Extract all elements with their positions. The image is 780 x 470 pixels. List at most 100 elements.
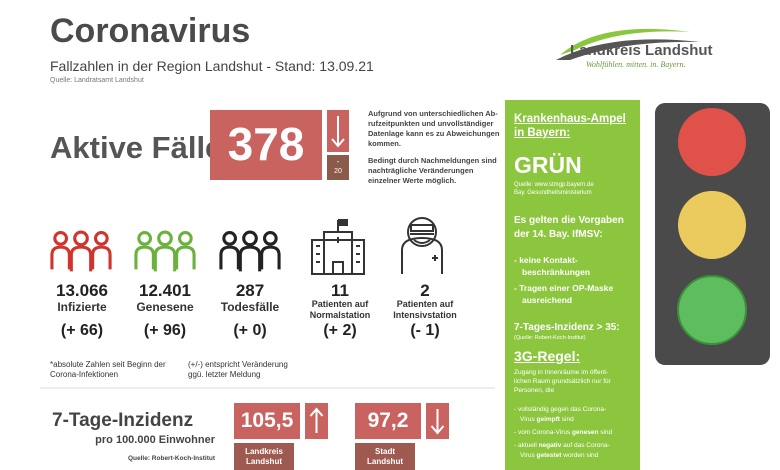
panel-heading: in Bayern:	[514, 127, 571, 139]
arrow-shape	[309, 407, 324, 433]
icon-icu	[401, 217, 443, 274]
box	[305, 403, 328, 439]
footnote: *absolute Zahlen seit Beginn der	[50, 360, 166, 369]
condition-text: worden sind	[561, 452, 599, 459]
stat-label: Genesene	[136, 300, 194, 314]
note: kommen.	[368, 139, 401, 148]
active-value: 378	[227, 118, 305, 170]
trend-arrow	[430, 409, 445, 435]
condition-emphasis: geimpft	[536, 416, 560, 423]
logo-slogan: Wohlfühlen. mitten. in. Bayern.	[586, 60, 686, 69]
subtitle: Fallzahlen in der Region Landshut - Stan…	[50, 58, 374, 74]
change-value: 20	[334, 168, 342, 175]
condition-text: auf das Corona-	[561, 442, 610, 449]
condition-text: - vollständig gegen das Corona-	[514, 406, 607, 413]
incidence-value: 105,5	[240, 409, 294, 432]
condition-text: - vom Corona-Virus	[514, 429, 573, 436]
footnote: ggü. letzter Meldung	[188, 370, 261, 379]
box	[327, 155, 349, 180]
region-name: Stadt	[375, 447, 395, 456]
rule: - keine Kontakt-	[514, 255, 578, 265]
region-name: Landshut	[246, 457, 282, 466]
title: Coronavirus	[50, 12, 251, 50]
stat-label: Infizierte	[57, 300, 107, 314]
light-red	[678, 108, 746, 176]
rules-heading: der 14. Bay. IfMSV:	[514, 229, 603, 240]
condition-emphasis: genesen	[572, 429, 599, 436]
stat-label: Normalstation	[309, 310, 371, 320]
source: Quelle: Landratsamt Landshut	[50, 77, 144, 84]
light-yellow	[678, 191, 746, 259]
stat-value: 13.066	[56, 281, 108, 300]
condition-text: Virus	[520, 416, 537, 423]
box	[234, 443, 294, 470]
rule: - Tragen einer OP-Maske	[514, 283, 614, 293]
panel-source: Bay. Gesundheitsministerium	[514, 190, 592, 196]
note: rufzeitpunkten und unvollständiger	[368, 119, 494, 128]
threshold: 7-Tages-Inzidenz > 35:	[514, 322, 620, 333]
note: nachträgliche Veränderungen	[368, 166, 474, 175]
icon-infected	[50, 230, 112, 273]
trend-arrow	[309, 407, 324, 433]
box	[210, 110, 322, 180]
stat-label: Patienten auf	[311, 299, 369, 309]
note: Bedingt durch Nachmeldungen sind	[368, 156, 497, 165]
incidence-value: 97,2	[367, 409, 409, 432]
incidence-subtitle: pro 100.000 Einwohner	[95, 434, 215, 446]
logo-name: Landkreis Landshut	[570, 42, 713, 59]
condition-text: - aktuell	[514, 442, 539, 449]
region-name: Landshut	[367, 457, 403, 466]
logo-swoosh	[556, 28, 700, 60]
arrow-shape	[430, 409, 445, 435]
footnote: Corona-Infektionen	[50, 370, 119, 379]
box	[234, 403, 300, 439]
condition-line: Virus geimpft sind	[520, 416, 574, 423]
condition-text: sind	[598, 429, 613, 436]
icon-recovered	[134, 230, 196, 273]
light-green	[677, 275, 747, 345]
stat-value: 11	[331, 281, 349, 300]
access-text: lichen Raum grundsätzlich nur für	[514, 378, 611, 385]
note: Datenlage kann es zu Abweichungen	[368, 129, 500, 138]
condition-emphasis: getestet	[536, 452, 562, 459]
box	[327, 110, 349, 152]
condition-line: - vollständig gegen das Corona-	[514, 406, 606, 413]
hospital-panel	[505, 100, 640, 470]
condition-line: Virus getestet worden sind	[520, 452, 598, 459]
active-label: Aktive Fälle	[50, 130, 223, 165]
condition-text: Virus	[520, 452, 537, 459]
icon-hospital	[311, 219, 365, 275]
footnote: (+/-) entspricht Veränderung	[188, 360, 288, 369]
access-text: Zugang in Innenräume im öffent-	[514, 369, 609, 376]
condition-text: sind	[559, 416, 574, 423]
rule: beschränkungen	[522, 267, 591, 277]
stat-label: Intensivstation	[393, 310, 457, 320]
region-name: Landkreis	[245, 447, 283, 456]
rule-3g: 3G-Regel:	[514, 348, 581, 364]
rules-heading: Es gelten die Vorgaben	[514, 215, 624, 226]
incidence-source: Quelle: Robert-Koch-Institut	[127, 455, 215, 462]
status: GRÜN	[514, 152, 582, 178]
stat-value: 2	[420, 281, 430, 300]
rule: ausreichend	[522, 295, 573, 305]
stat-label: Todesfälle	[220, 300, 280, 314]
stat-change: (+ 0)	[233, 322, 267, 339]
stat-change: (+ 96)	[143, 322, 187, 339]
panel-source: Quelle: www.stmgp.bayern.de	[514, 182, 594, 188]
box	[355, 403, 421, 439]
incidence-title: 7-Tage-Inzidenz	[52, 410, 194, 431]
stat-change: (+ 66)	[60, 322, 104, 339]
stat-value: 12.401	[139, 281, 191, 300]
stat-value: 287	[235, 281, 265, 300]
condition-line: - vom Corona-Virus genesen sind	[514, 429, 612, 436]
condition-emphasis: negativ	[538, 442, 562, 449]
stat-change: (+ 2)	[323, 322, 357, 339]
condition-line: - aktuell negativ auf das Corona-	[514, 442, 610, 449]
note: Aufgrund von unterschiedlichen Ab-	[368, 109, 498, 118]
stat-change: (- 1)	[410, 322, 440, 339]
arrow-shape	[331, 116, 345, 148]
panel-heading: Krankenhaus-Ampel	[514, 113, 626, 125]
icon-deaths	[219, 230, 281, 273]
